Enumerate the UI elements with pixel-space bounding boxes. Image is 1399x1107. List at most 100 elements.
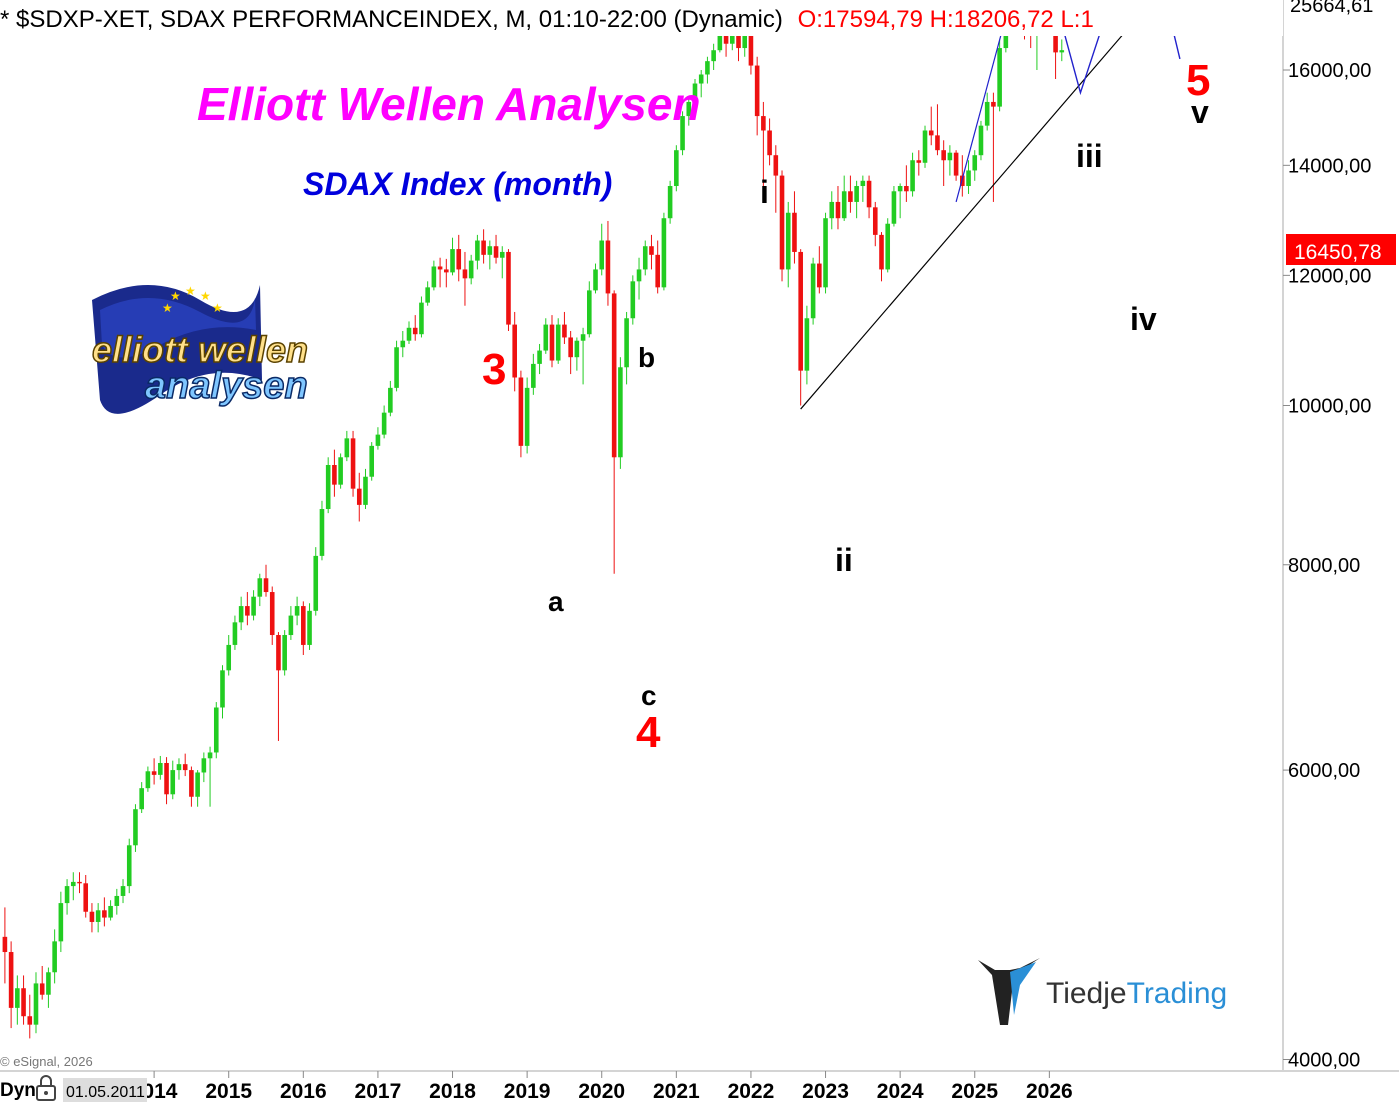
wave-label-ii: ii	[835, 542, 853, 578]
candle	[686, 97, 692, 126]
price-tick-label: 4000,00	[1288, 1050, 1360, 1072]
candle	[916, 150, 922, 176]
candle	[158, 755, 163, 780]
candle	[792, 191, 797, 264]
price-tick-label: 8000,00	[1288, 555, 1360, 577]
candle	[77, 872, 82, 894]
time-tick-label: 2025	[951, 1080, 998, 1102]
time-tick-label: 2026	[1026, 1080, 1073, 1102]
candle	[935, 104, 940, 156]
candle	[611, 290, 617, 574]
candle	[773, 145, 779, 213]
svg-text:★: ★	[170, 289, 181, 303]
candle	[562, 311, 567, 344]
candle	[89, 903, 95, 933]
candle	[294, 596, 300, 626]
candle	[487, 240, 493, 270]
wave-label-3: 3	[482, 345, 506, 394]
price-tick-label: 12000,00	[1288, 265, 1371, 287]
candle	[375, 427, 381, 450]
candle	[58, 891, 64, 953]
candle	[947, 145, 953, 176]
candle	[499, 246, 505, 279]
candle	[593, 263, 598, 294]
candle	[15, 975, 20, 1025]
candle	[332, 449, 337, 497]
time-tick-label: 2017	[355, 1080, 402, 1102]
time-tick-label: 2024	[877, 1080, 924, 1102]
candle	[95, 903, 101, 933]
candle	[238, 596, 244, 631]
candle	[394, 340, 399, 392]
wave-label-v: v	[1191, 94, 1209, 130]
dynamic-mode-label[interactable]: Dyn	[0, 1080, 36, 1101]
price-axis[interactable]: 24000,0022000,0020000,0018000,0016000,00…	[1283, 0, 1371, 1072]
candle	[195, 770, 200, 807]
start-date-box[interactable]	[63, 1078, 147, 1102]
candle	[276, 632, 281, 741]
candle	[263, 564, 269, 597]
candle	[381, 405, 387, 439]
wave-label-c: c	[641, 680, 657, 711]
candle	[406, 321, 412, 344]
price-tick-label: 14000,00	[1288, 155, 1371, 177]
candle	[46, 967, 51, 1008]
wave-label-a: a	[548, 586, 564, 617]
candle	[232, 615, 238, 650]
candle	[201, 752, 207, 783]
candle	[754, 56, 760, 136]
candle	[568, 330, 573, 375]
wave-label-b: b	[638, 342, 655, 373]
plot-area[interactable]	[0, 0, 1283, 1070]
candle	[207, 746, 213, 807]
candle	[307, 603, 312, 650]
candle	[213, 702, 219, 759]
ohlc-values: O:17594,79 H:18206,72 L:1	[798, 6, 1094, 33]
lock-icon[interactable]	[36, 1075, 56, 1101]
svg-text:★: ★	[185, 284, 196, 298]
candle	[139, 782, 144, 813]
candle	[176, 758, 182, 780]
candle	[475, 234, 480, 270]
candle	[941, 140, 946, 187]
chart-subtitle: SDAX Index (month)	[303, 166, 612, 202]
time-axis[interactable]: 2014 2015 2016 2017 2018 2019 2020 2021 2022 2023…	[131, 1071, 1073, 1103]
candle	[904, 165, 909, 202]
candle	[543, 318, 549, 354]
candle	[245, 592, 250, 626]
chart-title: Elliott Wellen Analysen	[197, 78, 701, 130]
candle	[425, 281, 430, 306]
candle	[549, 315, 555, 368]
candle	[182, 753, 188, 777]
candle	[761, 101, 766, 197]
candle	[468, 254, 474, 285]
candle	[872, 201, 878, 247]
candle	[344, 430, 350, 462]
candle	[400, 330, 406, 358]
time-tick-label: 2020	[578, 1080, 625, 1102]
logo-line1: elliott wellen	[92, 329, 308, 370]
time-tick-label: 2015	[205, 1080, 252, 1102]
tiedje-trading-logo: TiedjeTrading	[978, 958, 1227, 1025]
time-tick-label: 2019	[504, 1080, 551, 1102]
candle	[64, 879, 70, 915]
candle	[711, 43, 716, 71]
candle	[680, 111, 685, 156]
candle	[966, 160, 971, 194]
elliott-wellen-logo: ★ ★ ★ ★★ elliott wellen analysen	[91, 284, 309, 414]
candle	[512, 311, 517, 392]
candle	[580, 327, 586, 385]
wave-label-i: i	[760, 174, 769, 210]
last-price-label: 16450,78	[1294, 241, 1382, 264]
candle	[220, 665, 225, 719]
time-tick-label: 2018	[429, 1080, 476, 1102]
candle	[518, 370, 524, 458]
candle	[431, 260, 437, 291]
candle	[785, 201, 791, 288]
candle	[189, 766, 194, 807]
candle	[698, 70, 704, 98]
trendline-lower	[800, 0, 1154, 410]
candle	[145, 766, 151, 792]
channel-line-iii	[955, 0, 1011, 203]
